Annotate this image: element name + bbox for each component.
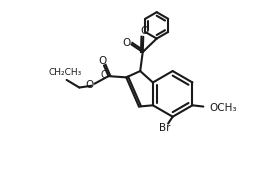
Text: O: O: [99, 56, 107, 66]
Text: Br: Br: [159, 123, 171, 133]
Text: C: C: [101, 70, 107, 80]
Text: O: O: [140, 26, 149, 36]
Text: O: O: [123, 38, 131, 48]
Text: O: O: [85, 80, 93, 90]
Text: CH₂CH₃: CH₂CH₃: [49, 68, 82, 77]
Text: OCH₃: OCH₃: [210, 103, 237, 113]
